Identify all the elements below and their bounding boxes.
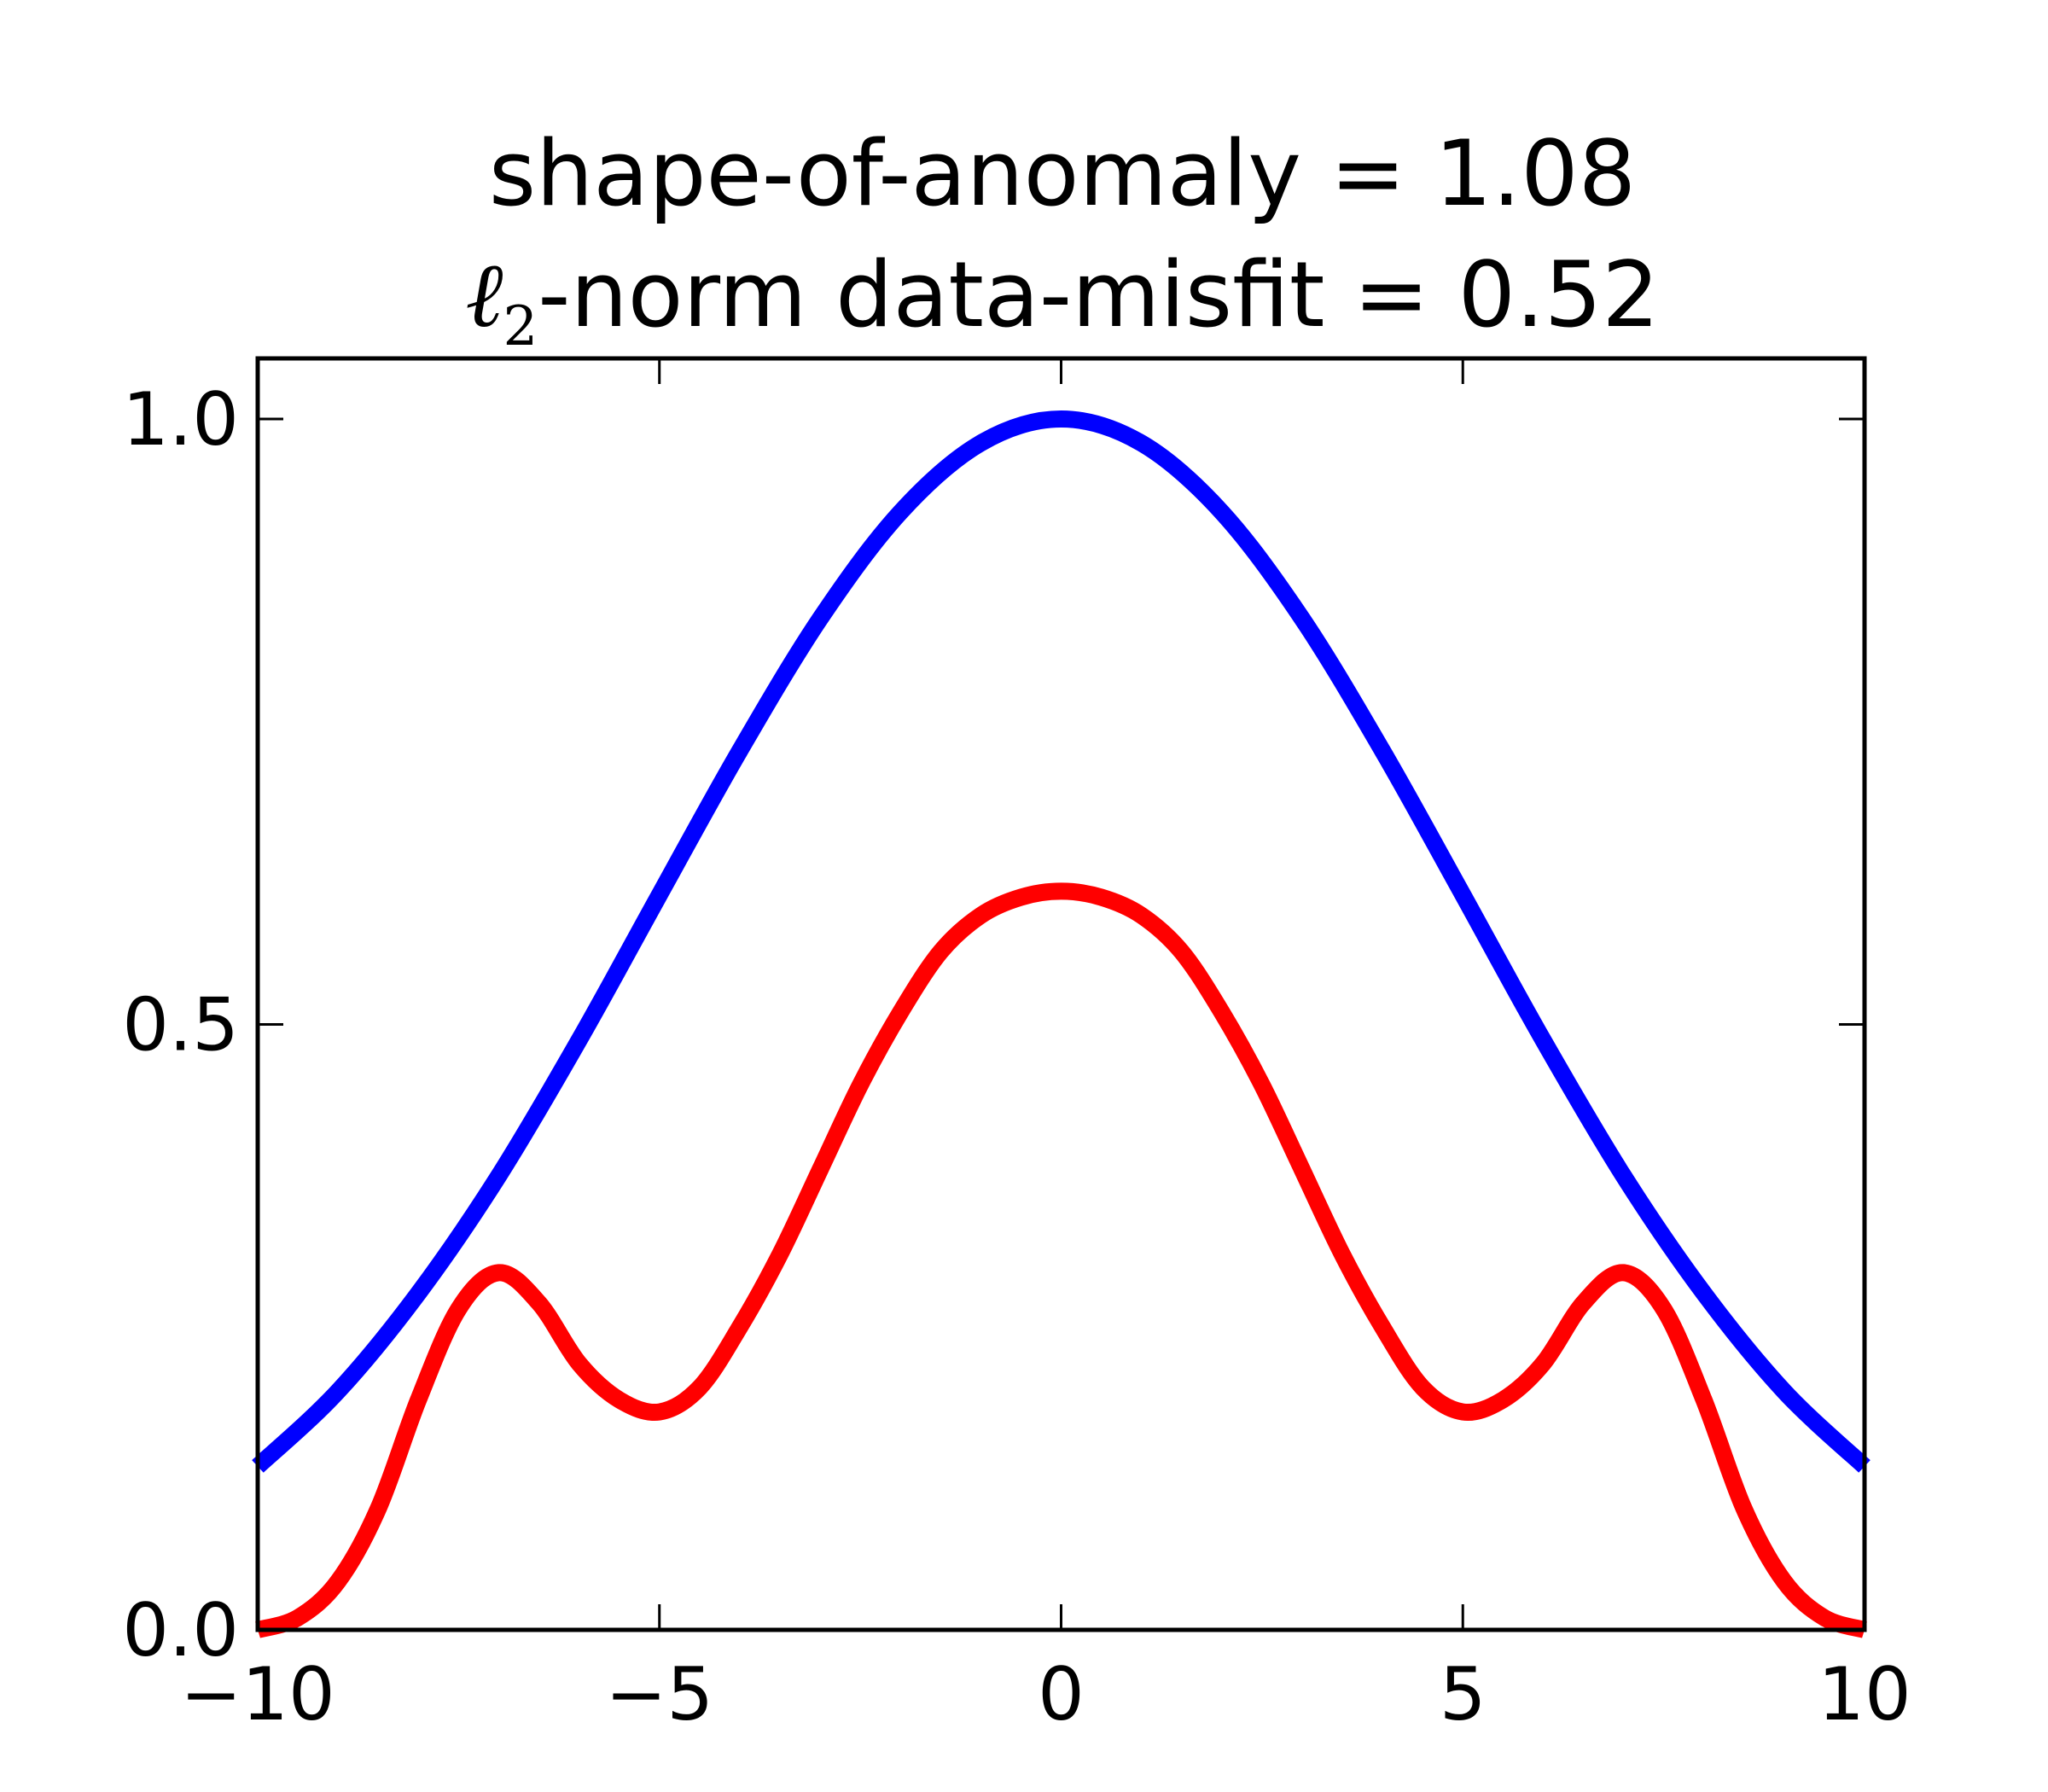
y-tick-label-1: 0.5 xyxy=(122,982,239,1068)
series-line-2 xyxy=(255,882,1867,1638)
chart-title-line1: shape-of-anomaly = 1.08 xyxy=(489,121,1636,226)
x-tick-label-2: 0 xyxy=(1038,1652,1085,1737)
x-tick-label-3: 5 xyxy=(1440,1652,1487,1737)
ell-subscript: 2 xyxy=(503,295,538,358)
title-line2-text: -norm data-misfit = 0.52 xyxy=(538,242,1659,347)
x-tick-label-0: −10 xyxy=(180,1652,335,1737)
tick-layer: −10 −5 0 5 10 0.0 0.5 1.0 xyxy=(122,358,1911,1737)
plot-frame xyxy=(255,356,1867,1632)
x-tick-label-1: −5 xyxy=(605,1652,713,1737)
y-tick-label-2: 1.0 xyxy=(122,377,239,463)
ell-symbol: ℓ xyxy=(465,242,503,347)
series-line-1 xyxy=(252,410,1871,1473)
y-tick-label-0: 0.0 xyxy=(122,1588,239,1673)
series-layer xyxy=(252,410,1871,1638)
chart-title-line2: ℓ2-norm data-misfit = 0.52 xyxy=(465,242,1659,358)
x-tick-label-4: 10 xyxy=(1818,1652,1911,1737)
